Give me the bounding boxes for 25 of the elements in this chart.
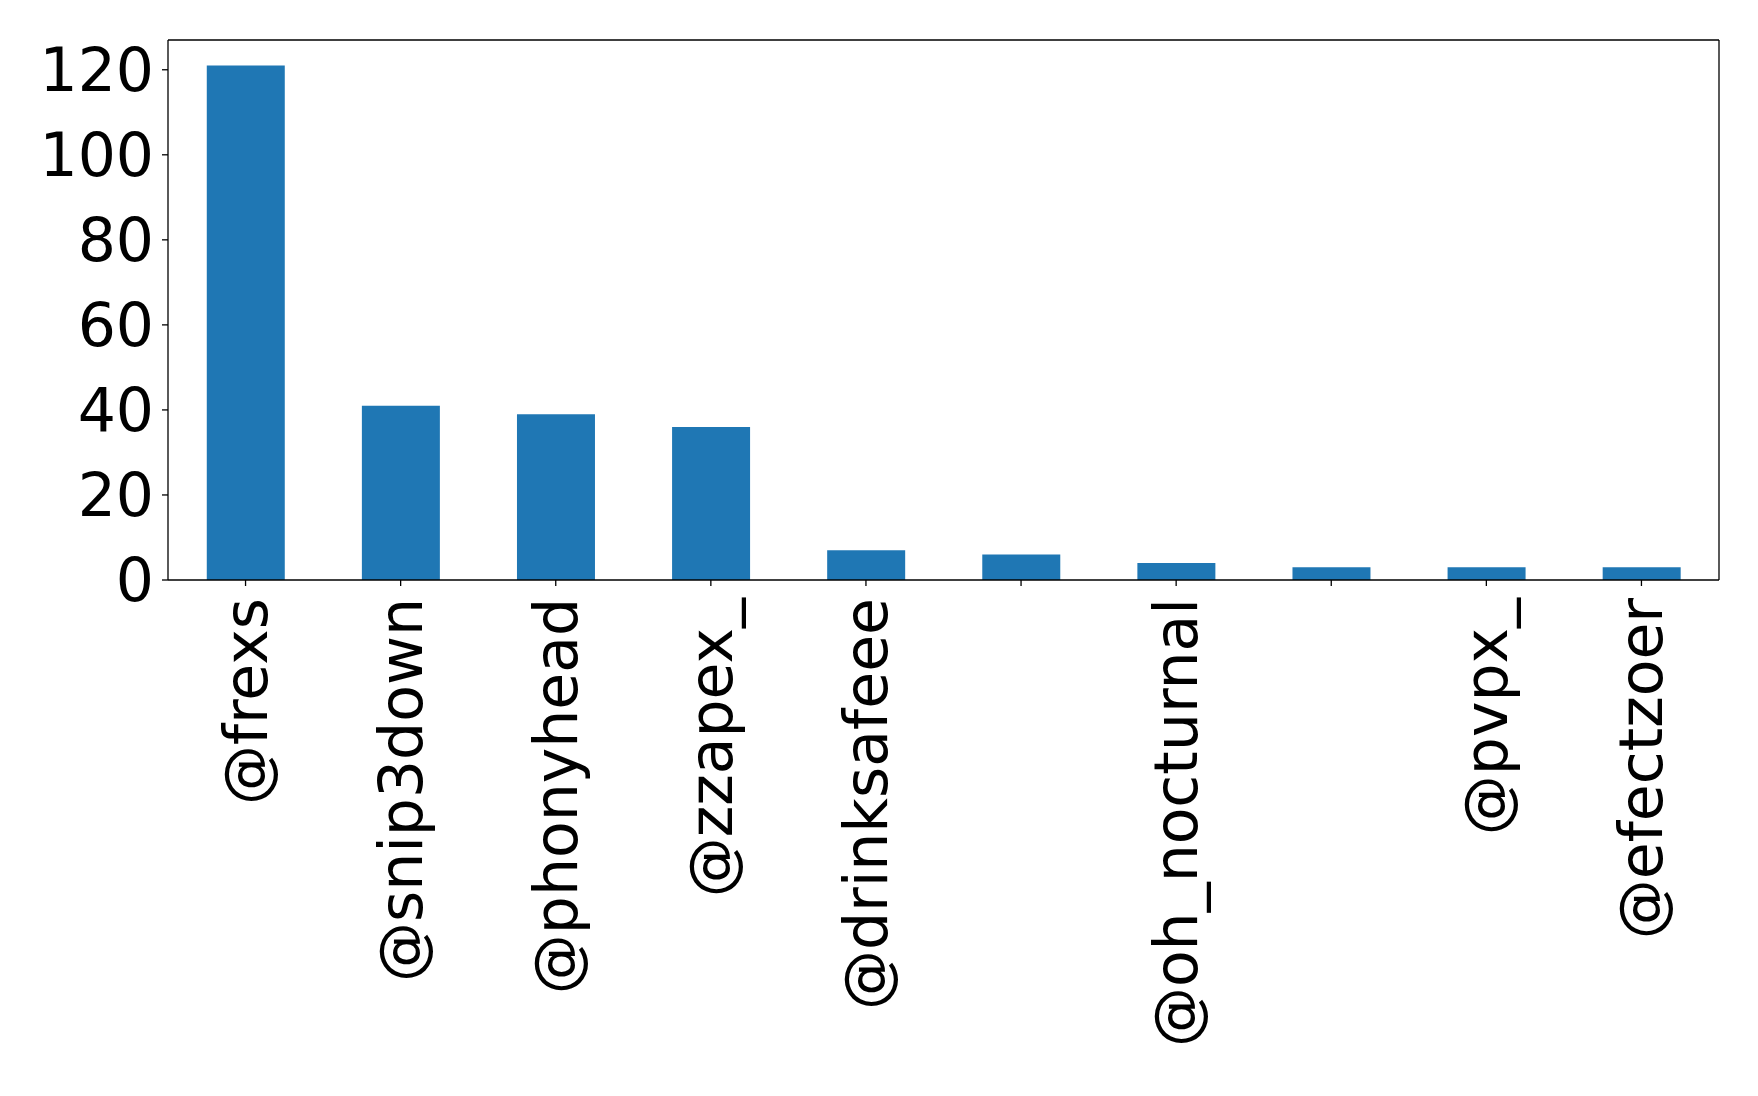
y-tick-label: 60 bbox=[77, 290, 154, 361]
bar bbox=[827, 550, 906, 580]
x-tick-label: @drinksafeee bbox=[830, 598, 901, 1011]
bar bbox=[1292, 567, 1371, 580]
x-tick-label: @phonyhead bbox=[520, 598, 591, 995]
bar bbox=[361, 405, 440, 580]
bar bbox=[206, 65, 285, 580]
bar bbox=[516, 414, 595, 580]
bar bbox=[1602, 567, 1681, 580]
bar bbox=[672, 426, 751, 580]
y-tick-label: 40 bbox=[77, 375, 154, 446]
bar bbox=[1137, 562, 1216, 580]
x-tick-label: @snip3down bbox=[365, 598, 436, 983]
y-tick-label: 20 bbox=[77, 460, 154, 531]
y-tick-label: 120 bbox=[39, 35, 154, 106]
x-tick-label: @efectzoer bbox=[1606, 597, 1677, 940]
x-tick-label: @oh_nocturnal bbox=[1141, 598, 1212, 1048]
y-tick-label: 100 bbox=[39, 120, 154, 191]
bar bbox=[1447, 567, 1526, 580]
y-tick-label: 80 bbox=[77, 205, 154, 276]
x-tick-label: @frexs bbox=[210, 598, 281, 806]
x-tick-label: @zzapex_ bbox=[675, 597, 746, 898]
y-tick-label: 0 bbox=[115, 545, 154, 616]
x-tick-label: @pvpx_ bbox=[1451, 597, 1522, 836]
bar bbox=[982, 554, 1061, 580]
